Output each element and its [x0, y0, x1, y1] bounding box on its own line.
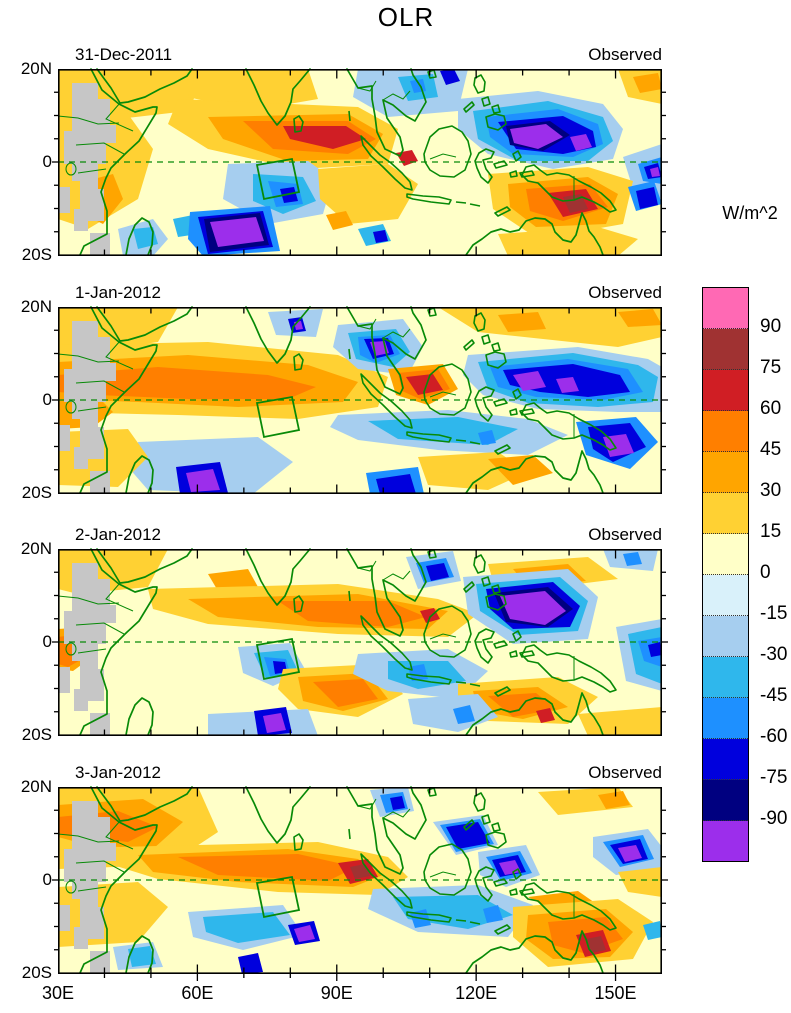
anomaly-blobs-1 [58, 69, 662, 256]
panel-4-source: Observed [588, 763, 662, 782]
colorbar-tick-label: -15 [760, 603, 788, 624]
x-tick-label: 120E [455, 983, 498, 1003]
x-tick-label: 60E [181, 983, 214, 1003]
colorbar-tick-label: -75 [760, 767, 788, 788]
colorbar-cell [703, 452, 748, 493]
colorbar-cell [703, 370, 748, 411]
colorbar-tick-label: 15 [760, 521, 782, 542]
axis-ticks [52, 308, 668, 493]
colorbar-tick-label: 0 [760, 562, 771, 583]
panel-2-source: Observed [588, 283, 662, 302]
panel-3-source: Observed [588, 525, 662, 544]
x-tick-label: 150E [594, 983, 637, 1003]
colorbar-tick-label: 75 [760, 357, 782, 378]
colorbar-cell [703, 329, 748, 370]
colorbar-cell [703, 411, 748, 452]
x-tick-label: 30E [41, 983, 75, 1003]
colorbar-cell [703, 698, 748, 739]
colorbar-tick-label: -45 [760, 685, 788, 706]
y-tick-label: 0 [42, 390, 52, 409]
map-panel-2 [52, 306, 668, 495]
figure-title: OLR [377, 2, 435, 32]
colorbar-tick-label: -30 [760, 644, 788, 665]
colorbar-tick-label: 60 [760, 398, 782, 419]
panel-1-source: Observed [588, 45, 662, 64]
y-tick-label: 20S [21, 483, 52, 502]
y-tick-label: 20S [21, 245, 52, 264]
colorbar-tick-label: 45 [760, 439, 782, 460]
colorbar-cell [703, 493, 748, 534]
colorbar-cell [703, 288, 748, 329]
axis-ticks [52, 788, 668, 981]
panel-3-date: 2-Jan-2012 [75, 525, 162, 544]
y-tick-label: 20N [20, 59, 52, 78]
axis-ticks [52, 70, 668, 255]
y-tick-label: 20N [20, 777, 52, 796]
panel-4-date: 3-Jan-2012 [75, 763, 162, 782]
colorbar-units-label: W/m^2 [722, 203, 778, 223]
colorbar-cell [703, 575, 748, 616]
x-tick-label: 90E [320, 983, 353, 1003]
map-panel-1 [52, 68, 668, 257]
panel-2-date: 1-Jan-2012 [75, 283, 162, 302]
y-tick-label: 0 [42, 870, 52, 889]
y-tick-label: 20N [20, 297, 52, 316]
colorbar-tick-label: 90 [760, 316, 782, 337]
map-panel-3 [52, 548, 668, 737]
y-tick-label: 0 [42, 632, 52, 651]
y-tick-label: 20S [21, 963, 52, 982]
map-panel-4 [52, 786, 668, 981]
colorbar-tick-label: 30 [760, 480, 782, 501]
anomaly-blobs-4 [58, 787, 662, 974]
y-tick-label: 0 [42, 152, 52, 171]
colorbar-cell [703, 780, 748, 821]
y-tick-label: 20S [21, 725, 52, 744]
panel-1-date: 31-Dec-2011 [75, 45, 173, 64]
colorbar-cell [703, 657, 748, 698]
colorbar-cell [703, 821, 748, 861]
colorbar-cell [703, 534, 748, 575]
y-tick-label: 20N [20, 539, 52, 558]
colorbar-tick-label: -90 [760, 808, 788, 829]
colorbar-cells [702, 287, 749, 862]
colorbar-cell [703, 616, 748, 657]
colorbar-tick-label: -60 [760, 726, 788, 747]
anomaly-blobs-2 [58, 307, 662, 494]
axis-ticks [52, 550, 668, 735]
colorbar-cell [703, 739, 748, 780]
